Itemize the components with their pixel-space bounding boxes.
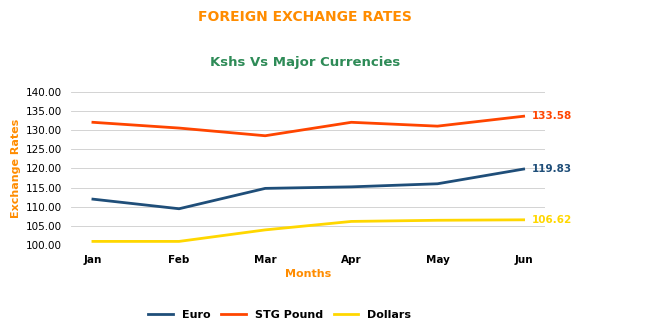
X-axis label: Months: Months xyxy=(285,269,332,279)
Legend: Euro, STG Pound, Dollars: Euro, STG Pound, Dollars xyxy=(144,305,416,324)
Text: FOREIGN EXCHANGE RATES: FOREIGN EXCHANGE RATES xyxy=(198,10,412,24)
Y-axis label: Exchange Rates: Exchange Rates xyxy=(11,119,21,218)
Text: 119.83: 119.83 xyxy=(532,164,572,174)
Text: 133.58: 133.58 xyxy=(532,111,572,121)
Text: Kshs Vs Major Currencies: Kshs Vs Major Currencies xyxy=(210,56,400,69)
Text: 106.62: 106.62 xyxy=(532,215,572,225)
